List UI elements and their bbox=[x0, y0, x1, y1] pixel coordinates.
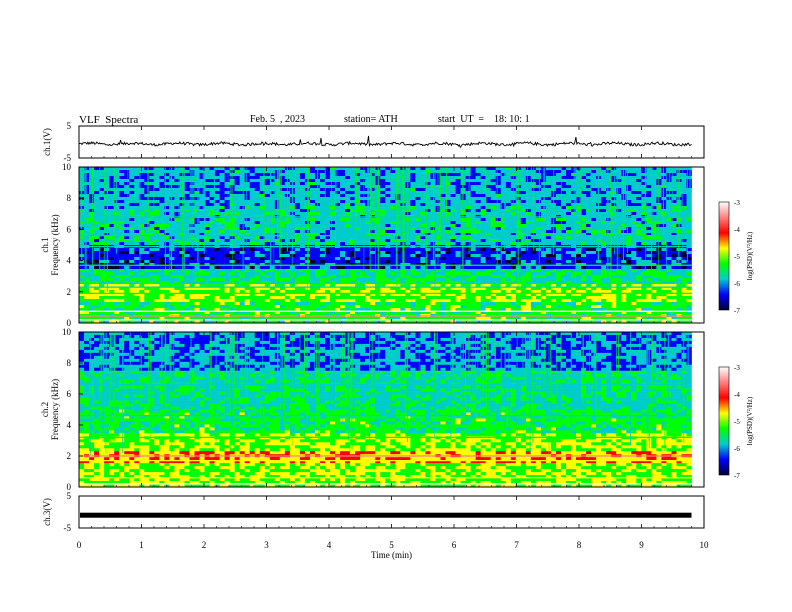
ch2-spec-colorbar: -3 -4 -5 -6 -7 log(PSD)(V²/Hz) bbox=[718, 364, 754, 480]
ch1-spec-ylabel: ch.1 bbox=[40, 237, 50, 252]
ch3-time-frame bbox=[78, 495, 705, 529]
x-axis-label: Time (min) bbox=[371, 550, 412, 560]
ch2-spec-ytick: 0 bbox=[67, 482, 72, 492]
ch3-time-ylabel: ch.3(V) bbox=[42, 498, 52, 526]
ch2-spec-colorbar-bar bbox=[718, 366, 730, 476]
x-tick-label: 8 bbox=[577, 540, 582, 550]
ch1-spec-colorbar-bar bbox=[718, 201, 730, 311]
ch1-time-ytick-bottom: -5 bbox=[64, 153, 72, 163]
ch2-spec-sferic-streaks bbox=[90, 332, 689, 456]
ch1-spec-ytick: 4 bbox=[67, 256, 72, 266]
ch1-spec-ylabel-frequency: Frequency (kHz) bbox=[50, 214, 60, 275]
x-axis: 0 1 2 3 4 5 6 7 8 9 10 Time (min) bbox=[77, 540, 709, 560]
panel-ch3-time: 5 -5 ch.3(V) bbox=[42, 491, 705, 533]
ch2-spec-heatmap-cells bbox=[79, 332, 692, 488]
ch1-spec-ytick: 0 bbox=[67, 318, 72, 328]
ch3-time-ytick-top: 5 bbox=[67, 491, 72, 501]
ch2-spec-colorbar-tick: -7 bbox=[734, 472, 740, 480]
ch1-spec-colorbar-tick: -5 bbox=[734, 253, 740, 261]
x-tick-label: 0 bbox=[77, 540, 82, 550]
ch1-spec-colorbar: -3 -4 -5 -6 -7 log(PSD)(V²/Hz) bbox=[718, 199, 754, 315]
ch2-spec-ylabel-frequency: Frequency (kHz) bbox=[50, 379, 60, 440]
ch2-spec-colorbar-label: log(PSD)(V²/Hz) bbox=[746, 396, 754, 445]
ch1-spec-ytick: 8 bbox=[67, 193, 72, 203]
ch2-spec-ylabel: ch.2 bbox=[40, 402, 50, 417]
x-tick-label: 4 bbox=[327, 540, 332, 550]
ch1-spec-colorbar-tick: -6 bbox=[734, 280, 740, 288]
start-time-label: start UT = 18: 10: 1 bbox=[438, 114, 530, 125]
ch1-spec-ytick: 2 bbox=[67, 287, 72, 297]
ch1-spec-sferic-streaks bbox=[80, 167, 691, 292]
ch1-spec-ytick: 10 bbox=[62, 162, 72, 172]
x-tick-label: 2 bbox=[202, 540, 207, 550]
ch2-spec-ytick: 2 bbox=[67, 451, 72, 461]
ch2-spec-colorbar-tick: -4 bbox=[734, 391, 740, 399]
date-label: Feb. 5 , 2023 bbox=[250, 114, 305, 125]
ch2-spec-ytick: 4 bbox=[67, 420, 72, 430]
ch1-spec-colorbar-label: log(PSD)(V²/Hz) bbox=[746, 231, 754, 280]
ch1-spec-colorbar-tick: -7 bbox=[734, 307, 740, 315]
ch1-time-ytick-top: 5 bbox=[67, 121, 72, 131]
ch1-spec-colorbar-tick: -3 bbox=[734, 199, 740, 207]
panel-ch2-spec: 10 8 6 4 2 0 ch.2 Frequency (kHz) -3 -4 -5 -6 -7 log(… bbox=[40, 327, 754, 492]
station-label: station= ATH bbox=[344, 114, 398, 125]
ch3-time-signal-trace bbox=[80, 512, 692, 518]
x-tick-label: 7 bbox=[514, 540, 519, 550]
ch2-spec-colorbar-tick: -3 bbox=[734, 364, 740, 372]
panel-ch1-time: 5 -5 ch.1(V) bbox=[42, 121, 705, 163]
x-tick-label: 10 bbox=[700, 540, 710, 550]
panel-ch1-spec: 10 8 6 4 2 0 ch.1 Frequency (kHz) -3 -4 -5 -6 -7 log(… bbox=[40, 162, 754, 328]
ch1-time-signal-trace bbox=[78, 135, 692, 149]
x-tick-label: 9 bbox=[639, 540, 644, 550]
x-tick-label: 5 bbox=[389, 540, 394, 550]
x-tick-label: 6 bbox=[452, 540, 457, 550]
ch2-spec-colorbar-tick: -5 bbox=[734, 418, 740, 426]
ch2-spec-colorbar-tick: -6 bbox=[734, 445, 740, 453]
ch1-spec-colorbar-tick: -4 bbox=[734, 226, 740, 234]
figure-title: VLF Spectra bbox=[79, 114, 139, 126]
ch3-time-ytick-bottom: -5 bbox=[64, 523, 72, 533]
ch2-spec-ytick: 6 bbox=[67, 389, 72, 399]
x-tick-label: 1 bbox=[139, 540, 144, 550]
ch1-time-frame bbox=[78, 125, 705, 159]
ch2-spec-ytick: 8 bbox=[67, 358, 72, 368]
ch1-spec-ytick: 6 bbox=[67, 224, 72, 234]
ch2-spec-ytick: 10 bbox=[62, 327, 72, 337]
ch1-time-ylabel: ch.1(V) bbox=[42, 128, 52, 156]
x-tick-label: 3 bbox=[264, 540, 269, 550]
